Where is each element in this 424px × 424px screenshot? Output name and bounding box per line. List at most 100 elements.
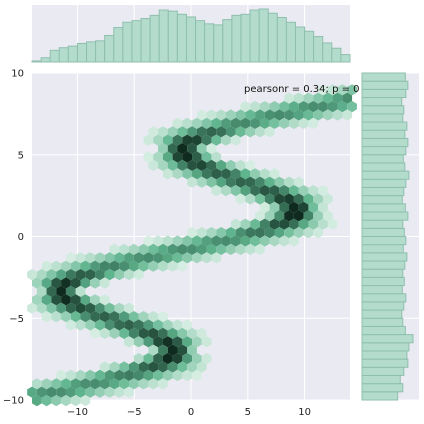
hexbin-cell (27, 269, 37, 281)
hexbin-cell (327, 101, 338, 113)
hexbin-cell (225, 159, 236, 171)
hexbin-cell (187, 327, 197, 339)
hexbin-cell (114, 369, 125, 381)
hexbin-cell (65, 319, 76, 331)
hexbin-cell (32, 277, 42, 289)
y-marginal-bar (361, 268, 404, 278)
hexbin-cell (342, 109, 353, 121)
hexbin-cell (201, 151, 212, 163)
y-marginal-bar (361, 325, 406, 336)
hexbin-cell (303, 227, 314, 239)
x-marginal-bar (294, 26, 306, 63)
hexbin-cell (259, 168, 270, 180)
y-marginal-bar (361, 154, 404, 164)
hexbin-cell (322, 210, 333, 222)
hexbin-cell (148, 378, 159, 390)
hexbin-cell (308, 117, 319, 129)
hexbin-cell (167, 361, 178, 373)
y-marginal-bar (361, 121, 408, 131)
hexbin-cell (167, 327, 178, 339)
hexbin-cell (128, 327, 139, 339)
x-marginal-bar (285, 21, 296, 63)
hexbin-cell (216, 126, 226, 138)
hexbin-cell (284, 227, 294, 239)
y-marginal-bar (361, 334, 414, 344)
hexbin-cell (75, 369, 86, 381)
hexbin-cell (148, 311, 159, 323)
y-marginal-bar (361, 309, 403, 319)
hexbin-cell (264, 193, 275, 205)
x-marginal-bar (131, 20, 142, 63)
y-marginal-bar (361, 72, 406, 82)
hexbin-cell (46, 285, 57, 297)
hexbin-cell (303, 109, 314, 121)
hexbin-cell (162, 134, 173, 146)
y-marginal-bar (361, 195, 403, 205)
hexbin-cell (148, 159, 159, 171)
hexbin-cell (284, 193, 294, 205)
hexbin-cell (75, 269, 86, 281)
hexbin-cell (187, 243, 197, 255)
y-tick-labels: −10 −5 0 5 10 (3, 69, 24, 407)
hexbin-cell (65, 252, 76, 264)
x-marginal-bar (231, 14, 242, 63)
hexbin-cell (250, 235, 260, 247)
hexbin-cell (90, 311, 100, 323)
hexbin-cell (153, 151, 163, 163)
hexbin-cell (153, 235, 163, 247)
x-marginal-bar (222, 19, 233, 63)
hexbin-cell (211, 134, 222, 146)
hexbin-cell (269, 218, 280, 230)
x-marginal-bar (31, 60, 42, 63)
hexbin-cell (99, 327, 110, 339)
hexbin-cell (298, 101, 309, 113)
x-marginal-bar (76, 42, 88, 63)
y-marginal-bar (361, 236, 407, 246)
hexbin-cell (279, 235, 290, 247)
hexbin-cell (133, 269, 144, 281)
x-tick-label: 5 (245, 407, 251, 418)
hexbin-cell (114, 319, 125, 331)
hexbin-cell (109, 260, 120, 272)
hexbin-cell (303, 92, 314, 104)
x-marginal-bar (267, 12, 278, 63)
hexbin-cell (182, 336, 193, 348)
hexbin-cell (192, 168, 202, 180)
hexbin-cell (192, 117, 202, 129)
hexbin-cell (56, 302, 66, 314)
hexbin-cell (206, 159, 217, 171)
hexbin-cell (221, 168, 231, 180)
hexbin-cell (133, 336, 144, 348)
hexbin-cell (293, 210, 304, 222)
hexbin-cell (196, 159, 207, 171)
hexbin-cell (196, 176, 207, 188)
hexbin-cell (56, 285, 66, 297)
hexbin-cell (138, 260, 149, 272)
x-marginal-bar (167, 10, 178, 63)
hexbin-cell (182, 353, 193, 365)
x-marginal-bar (140, 18, 151, 63)
y-marginal-bar (361, 358, 409, 368)
hexbin-cell (143, 252, 154, 264)
hexbin-cell (293, 92, 304, 104)
hexbin-cell (298, 117, 309, 129)
hexbin-cell (75, 386, 86, 398)
x-marginal-bar (122, 21, 133, 63)
hexbin-cell (90, 260, 100, 272)
x-marginal-bar (158, 9, 169, 63)
hexbin-cell (80, 395, 91, 407)
hexbin-cell (206, 227, 217, 239)
hexbin-cell (148, 126, 159, 138)
hexbin-cell (41, 260, 52, 272)
hexbin-cell (230, 235, 241, 247)
hexbin-cell (347, 84, 357, 96)
hexbin-cell (70, 260, 81, 272)
hexbin-cell (211, 252, 222, 264)
hexbin-cell (99, 277, 110, 289)
y-marginal-bar (361, 285, 403, 295)
hexbin-cell (322, 193, 333, 205)
hexbin-cell (85, 252, 96, 264)
hexbin-cell (182, 369, 193, 381)
hexbin-cell (332, 92, 343, 104)
hexbin-cell (138, 327, 149, 339)
